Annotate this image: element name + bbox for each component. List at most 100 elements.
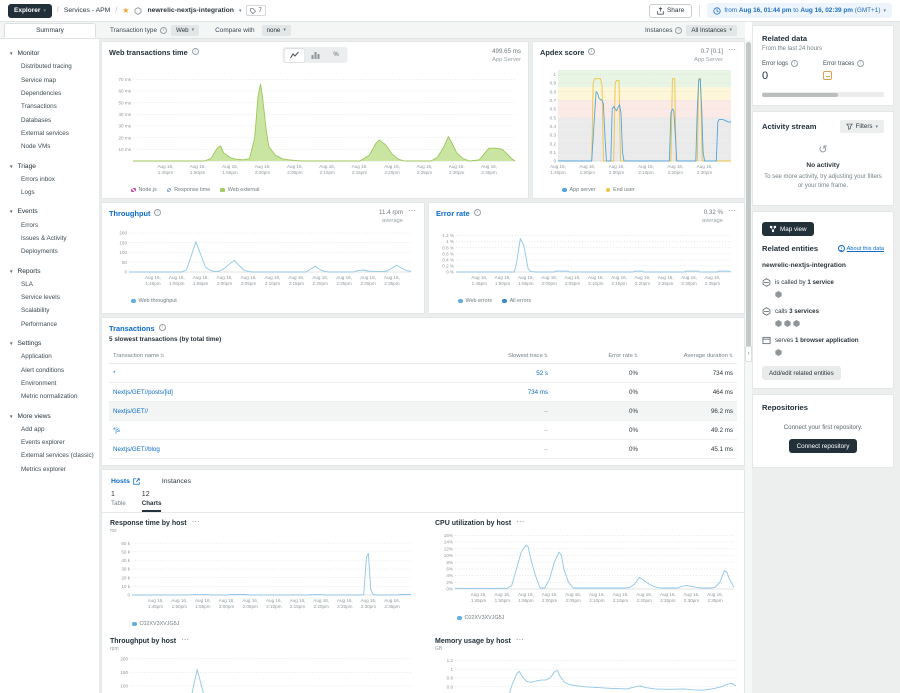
chart-title[interactable]: Error rate <box>436 209 470 218</box>
info-icon[interactable]: i <box>791 60 799 67</box>
web_tx-chart[interactable]: 10 ms 20 ms 30 ms 40 ms 50 ms 60 ms 70 ms Aug 1… <box>109 66 521 185</box>
transaction-type-select[interactable]: Web ▾ <box>171 24 200 36</box>
chart-menu-button[interactable]: ⋯ <box>191 517 201 526</box>
info-icon[interactable]: i <box>473 209 481 216</box>
sidebar-item-external-services[interactable]: External services <box>21 130 69 138</box>
percent-toggle[interactable]: % <box>333 52 339 58</box>
sidebar-section-settings[interactable]: ▼ Settings <box>9 340 42 347</box>
entity-hexagon-dot[interactable] <box>793 320 800 327</box>
column-slowest-trace[interactable]: Slowest trace⇅ <box>508 353 548 359</box>
chart-menu-button[interactable]: ⋯ <box>728 206 737 215</box>
sidebar-item-scalability[interactable]: Scalability <box>21 307 50 315</box>
info-icon[interactable]: i <box>154 209 162 216</box>
bar-chart-toggle[interactable] <box>305 49 325 62</box>
transaction-link[interactable]: *js <box>113 426 120 434</box>
apdex-chart[interactable]: 0 0.1 0.2 0.3 0.4 0.5 0.6 0.7 0.8 0.9 1 Aug 16, 1:40… <box>540 66 737 185</box>
scrollbar-thumb[interactable] <box>746 42 751 360</box>
legend-item[interactable]: Response time <box>166 187 210 193</box>
table-row[interactable]: *js -- 0% 49.2 ms <box>109 421 737 440</box>
slowest-trace-link[interactable]: 52 s <box>536 369 548 377</box>
table-row[interactable]: Nextjs/GET//posts/[id] 734 ms 0% 464 ms <box>109 383 737 402</box>
column-average-duration[interactable]: Average duration⇅ <box>683 353 733 359</box>
compare-with-select[interactable]: none ▾ <box>261 24 291 36</box>
transaction-link[interactable]: Nextjs/GET//posts/[id] <box>113 388 173 396</box>
sidebar-item-errors[interactable]: Errors <box>21 221 39 229</box>
sidebar-item-alert-conditions[interactable]: Alert conditions <box>21 366 65 374</box>
chart-menu-button[interactable]: ⋯ <box>728 45 737 54</box>
transaction-link[interactable]: Nextjs/GET// <box>113 407 149 415</box>
transactions-title[interactable]: Transactions <box>109 324 155 333</box>
entity-hexagon-dot[interactable] <box>775 320 782 327</box>
sidebar-item-distributed-tracing[interactable]: Distributed tracing <box>21 63 72 71</box>
chart-menu-button[interactable]: ⋯ <box>408 206 417 215</box>
breadcrumb-services[interactable]: Services - APM <box>63 7 111 14</box>
sidebar-item-add-app[interactable]: Add app <box>21 425 45 433</box>
sidebar-item-sla[interactable]: SLA <box>21 280 33 288</box>
sidebar-section-reports[interactable]: ▼ Reports <box>9 267 41 275</box>
chart-menu-button[interactable]: ⋯ <box>516 517 526 526</box>
sidebar-item-external-services-classic-[interactable]: External services (classic) <box>21 452 94 460</box>
info-icon[interactable]: i <box>675 26 683 34</box>
column-error-rate[interactable]: Error rate⇅ <box>608 353 638 359</box>
sidebar-item-issues-activity[interactable]: Issues & Activity <box>21 234 67 242</box>
error_rate-chart[interactable]: 0 % 0.2 % 0.4 % 0.6 % 0.8 % 1 % 1.2 % Aug 16, 1:… <box>436 227 737 296</box>
transaction-link[interactable]: Nextjs/GET//blog <box>113 445 160 453</box>
legend-item[interactable]: C02XV3XVJG5J <box>132 621 179 627</box>
sidebar-item-node-vms[interactable]: Node VMs <box>21 143 51 151</box>
entity-hexagon-dot[interactable] <box>775 349 782 356</box>
tab-summary[interactable]: Summary <box>4 23 96 38</box>
sidebar-item-metric-normalization[interactable]: Metric normalization <box>21 393 78 401</box>
sidebar-item-events-explorer[interactable]: Events explorer <box>21 439 65 447</box>
sidebar-item-errors-inbox[interactable]: Errors inbox <box>21 175 55 183</box>
time-picker[interactable]: from Aug 16, 01:44 pm to Aug 16, 02:39 p… <box>707 3 892 18</box>
sidebar-item-metrics-explorer[interactable]: Metrics explorer <box>21 465 66 473</box>
table-row[interactable]: Nextjs/GET//blog -- 0% 45.1 ms <box>109 440 737 459</box>
info-icon[interactable]: i <box>191 48 199 55</box>
legend-item[interactable]: C02XV3XVJG5J <box>457 615 504 621</box>
sidebar-item-logs[interactable]: Logs <box>21 189 35 197</box>
related-entity-row[interactable]: serves 1 browser application <box>762 336 884 356</box>
legend-item[interactable]: End user <box>605 187 635 193</box>
response_host-chart[interactable]: 0 10 k 20 k 30 k 40 k 50 k 60 k Aug 16, 1:45pm Au… <box>110 534 419 619</box>
slowest-trace-link[interactable]: 734 ms <box>527 388 548 396</box>
info-icon[interactable]: i <box>588 48 596 55</box>
filters-button[interactable]: Filters ▾ <box>839 120 884 133</box>
favorite-star-icon[interactable]: ★ <box>122 5 130 15</box>
entity-hexagon-dot[interactable] <box>775 291 782 298</box>
transaction-link[interactable]: * <box>113 369 116 377</box>
throughput-chart[interactable]: 0 50 100 150 200 Aug 16, 1:45pm Aug 16, 1:50pm Au… <box>109 227 417 296</box>
chart-menu-button[interactable]: ⋯ <box>181 635 191 644</box>
hosts-link[interactable]: Hosts <box>111 478 140 485</box>
sidebar-item-service-levels[interactable]: Service levels <box>21 294 60 302</box>
sidebar-section-triage[interactable]: ▼ Triage <box>9 162 36 170</box>
share-button[interactable]: Share <box>648 3 693 18</box>
column-transaction-name[interactable]: Transaction name⇅ <box>113 353 165 359</box>
sidebar-section-events[interactable]: ▼ Events <box>9 208 38 216</box>
sidebar-item-deployments[interactable]: Deployments <box>21 248 58 256</box>
info-icon[interactable]: i <box>158 324 166 331</box>
tab-table[interactable]: 1 Table <box>111 491 126 507</box>
connect-repository-button[interactable]: Connect repository <box>788 439 858 453</box>
chart-menu-button[interactable]: ⋯ <box>515 635 525 644</box>
vertical-scrollbar[interactable] <box>745 40 752 693</box>
panel-collapse-handle[interactable]: › <box>745 346 752 362</box>
related-entity-row[interactable]: is called by 1 service <box>762 278 884 298</box>
line-chart-toggle[interactable] <box>284 48 304 62</box>
sidebar-item-service-map[interactable]: Service map <box>21 76 56 84</box>
table-row[interactable]: Nextjs/GET//-- 0% 96.2 ms <box>109 402 737 421</box>
instances-select[interactable]: All Instances ▾ <box>686 24 737 36</box>
legend-item[interactable]: Web errors <box>458 298 492 304</box>
sidebar-item-performance[interactable]: Performance <box>21 320 58 328</box>
sidebar-item-environment[interactable]: Environment <box>21 379 57 387</box>
tags-badge[interactable]: 7 <box>246 5 266 16</box>
cpu_host-chart[interactable]: 0% 2% 4% 6% 8% 10% 12% 14% 16% Aug 16, 1:45pm Aug 1… <box>435 528 742 613</box>
sidebar-section-more-views[interactable]: ▼ More views <box>9 412 51 420</box>
legend-item[interactable]: Web external <box>220 187 259 193</box>
related-entity-row[interactable]: calls 3 services <box>762 307 884 327</box>
sidebar-item-application[interactable]: Application <box>21 353 52 361</box>
legend-item[interactable]: Web throughput <box>131 298 177 304</box>
legend-item[interactable]: App server <box>562 187 596 193</box>
entity-hexagon-dot[interactable] <box>784 320 791 327</box>
